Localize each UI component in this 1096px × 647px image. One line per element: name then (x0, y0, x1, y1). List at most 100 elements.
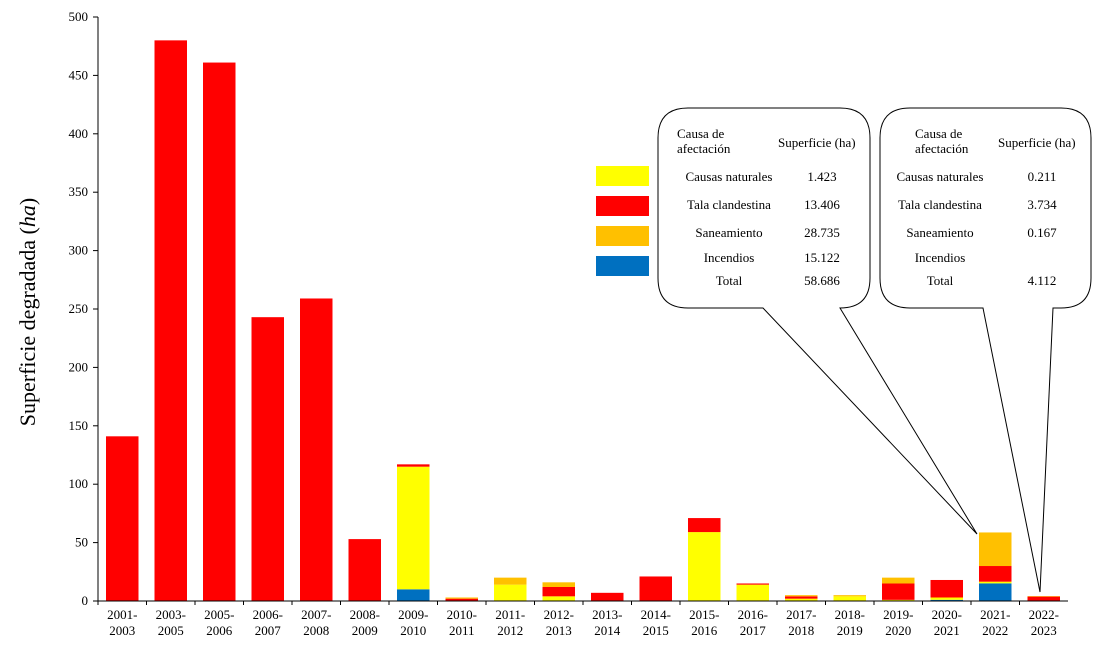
bar-tala (1027, 596, 1060, 601)
bar-saneamiento (494, 577, 527, 585)
callout-table-2021-2022: Causa de afectación Superficie (ha) Caus… (660, 110, 870, 306)
bar-saneamiento (833, 595, 866, 597)
bar-naturales (542, 596, 575, 601)
callout-area-cell: 0.167 (1027, 225, 1057, 240)
bar-incendios (979, 583, 1012, 601)
header-cause-line1: Causa de (677, 126, 725, 141)
header-area: Superficie (ha) (778, 135, 856, 150)
x-tick-label: 2009-2010 (398, 607, 428, 638)
bar-naturales (494, 584, 527, 601)
x-tick-label: 2019-2020 (883, 607, 913, 638)
y-tick-label: 150 (69, 418, 89, 433)
bar-tala (251, 317, 284, 601)
callout-area-cell: 3.734 (1027, 197, 1057, 212)
bar-tala (785, 596, 818, 599)
y-tick-label: 350 (69, 184, 89, 199)
callout-area-cell: 1.423 (807, 169, 837, 184)
header-cause-line2: afectación (915, 141, 969, 156)
legend-swatch (596, 256, 649, 276)
callout-cause-cell: Incendios (914, 250, 966, 265)
callout-area-cell: 0.211 (1027, 169, 1057, 184)
callout-cause-cell: Tala clandestina (687, 197, 771, 212)
x-tick-label: 2022-2023 (1029, 607, 1059, 638)
x-tick-label: 2014-2015 (641, 607, 671, 638)
bar-naturales (688, 532, 721, 601)
callout-1-bubble (657, 107, 978, 535)
x-tick-label: 2008-2009 (350, 607, 380, 638)
x-tick-label: 2003-2005 (156, 607, 186, 638)
x-tick-label: 2007-2008 (301, 607, 331, 638)
bar-saneamiento (445, 597, 478, 599)
bar-tala (979, 566, 1012, 582)
header-cause-line1: Causa de (915, 126, 963, 141)
bar-tala (397, 464, 430, 467)
x-tick-label: 2015-2016 (689, 607, 719, 638)
bar-tala (882, 583, 915, 600)
x-tick-label: 2016-2017 (738, 607, 768, 638)
bars-layer (106, 40, 1060, 602)
bar-naturales (930, 597, 963, 600)
callout-cause-cell: Causas naturales (896, 169, 984, 184)
bar-naturales (736, 584, 769, 601)
y-axis-title: Superficie degradada (ha) (15, 198, 40, 426)
callout-area-cell: 15.122 (804, 250, 840, 265)
axes-layer (97, 17, 1068, 602)
callout-cause-cell: Saneamiento (695, 225, 763, 240)
bar-tala (300, 298, 333, 601)
bar-naturales (979, 581, 1012, 584)
y-tick-label: 450 (69, 67, 89, 82)
x-tick-label: 2005-2006 (204, 607, 234, 638)
legend-swatch (596, 196, 649, 216)
callout-area-cell: 28.735 (804, 225, 840, 240)
callout-cause-cell: Causas naturales (685, 169, 773, 184)
bar-tala (348, 539, 381, 601)
bar-naturales (397, 466, 430, 590)
bar-tala (736, 583, 769, 585)
y-tick-label: 0 (82, 593, 89, 608)
y-tick-label: 400 (69, 126, 89, 141)
callout-cause-cell: Saneamiento (906, 225, 974, 240)
callout-area-cell: 58.686 (804, 273, 840, 288)
callout-cause-cell: Total (715, 273, 743, 288)
bar-incendios (397, 589, 430, 601)
x-tick-label: 2011-2012 (495, 607, 525, 638)
callout-cause-cell: Total (926, 273, 954, 288)
bar-saneamiento (542, 582, 575, 587)
bar-saneamiento (1027, 596, 1060, 597)
bar-saneamiento (979, 532, 1012, 567)
y-tick-label: 100 (69, 476, 89, 491)
legend-swatch (596, 166, 649, 186)
bar-naturales (882, 599, 915, 601)
x-tick-label: 2020-2021 (932, 607, 962, 638)
bar-saneamiento (882, 577, 915, 584)
bar-incendios (930, 599, 963, 601)
bar-tala (445, 598, 478, 601)
x-tick-label: 2018-2019 (835, 607, 865, 638)
x-tick-label: 2001-2003 (107, 607, 137, 638)
x-tick-label: 2013-2014 (592, 607, 622, 638)
y-tick-label: 250 (69, 301, 89, 316)
x-tick-label: 2021-2022 (980, 607, 1010, 638)
callout-cause-cell: Incendios (703, 250, 755, 265)
header-cause: Causa de afectación (677, 126, 730, 156)
x-tick-label: 2010-2011 (447, 607, 477, 638)
callout-area-cell: 13.406 (804, 197, 840, 212)
x-tick-label: 2017-2018 (786, 607, 816, 638)
callout-2-bubble (879, 107, 1092, 593)
header-cause: Causa de afectación (915, 126, 968, 156)
callout-cause-cell: Tala clandestina (898, 197, 982, 212)
callout-area-cell: 4.112 (1027, 273, 1057, 288)
bar-tala (591, 592, 624, 601)
bar-naturales (785, 598, 818, 601)
callout-table-2022-2023: Causa de afectación Superficie (ha) Caus… (882, 110, 1090, 306)
y-tick-label: 500 (69, 9, 89, 24)
bar-saneamiento (785, 595, 818, 597)
x-tick-label: 2006-2007 (253, 607, 283, 638)
legend-swatch (596, 226, 649, 246)
y-tick-label: 50 (75, 535, 88, 550)
header-area: Superficie (ha) (998, 135, 1076, 150)
y-tick-label: 300 (69, 243, 89, 258)
bar-tala (688, 518, 721, 533)
header-cause-line2: afectación (677, 141, 731, 156)
